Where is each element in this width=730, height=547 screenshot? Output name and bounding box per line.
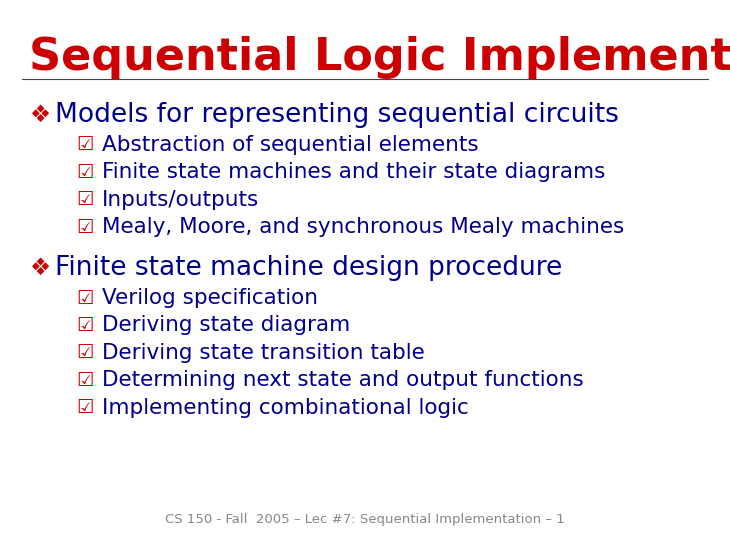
Text: ☑: ☑: [77, 289, 94, 307]
Text: Inputs/outputs: Inputs/outputs: [102, 190, 259, 210]
Text: Deriving state diagram: Deriving state diagram: [102, 316, 350, 335]
Text: CS 150 - Fall  2005 – Lec #7: Sequential Implementation – 1: CS 150 - Fall 2005 – Lec #7: Sequential …: [165, 513, 565, 526]
Text: ☑: ☑: [77, 218, 94, 236]
Text: ☑: ☑: [77, 398, 94, 417]
Text: Verilog specification: Verilog specification: [102, 288, 318, 308]
Text: Sequential Logic Implementation: Sequential Logic Implementation: [29, 36, 730, 79]
Text: ☑: ☑: [77, 136, 94, 154]
Text: Mealy, Moore, and synchronous Mealy machines: Mealy, Moore, and synchronous Mealy mach…: [102, 217, 624, 237]
Text: Implementing combinational logic: Implementing combinational logic: [102, 398, 469, 417]
Text: Abstraction of sequential elements: Abstraction of sequential elements: [102, 135, 479, 155]
Text: Finite state machine design procedure: Finite state machine design procedure: [55, 255, 562, 281]
Text: Determining next state and output functions: Determining next state and output functi…: [102, 370, 584, 390]
Text: ❖: ❖: [29, 256, 50, 280]
Text: ❖: ❖: [29, 103, 50, 127]
Text: Finite state machines and their state diagrams: Finite state machines and their state di…: [102, 162, 606, 182]
Text: ☑: ☑: [77, 344, 94, 362]
Text: ☑: ☑: [77, 163, 94, 182]
Text: Models for representing sequential circuits: Models for representing sequential circu…: [55, 102, 618, 128]
Text: ☑: ☑: [77, 190, 94, 209]
Text: Deriving state transition table: Deriving state transition table: [102, 343, 425, 363]
Text: ☑: ☑: [77, 316, 94, 335]
Text: ☑: ☑: [77, 371, 94, 389]
